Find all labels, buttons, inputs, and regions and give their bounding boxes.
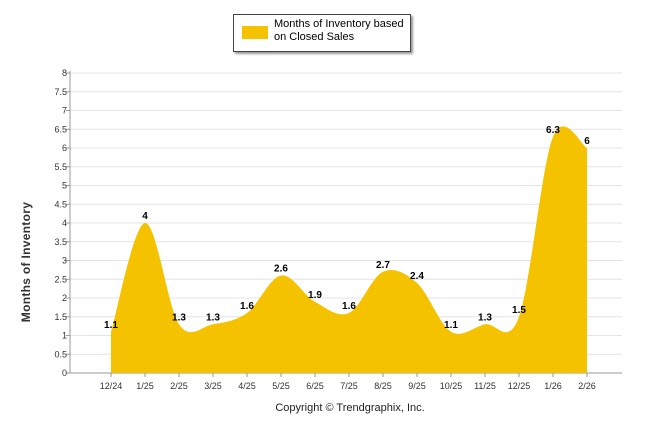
y-tick-label: 4 (62, 218, 67, 228)
x-tick-label: 12/25 (508, 381, 531, 391)
data-label: 1.5 (512, 305, 526, 316)
y-tick-label: 6.5 (54, 124, 67, 134)
y-tick-label: 3 (62, 256, 67, 266)
y-tick-label: 7.5 (54, 87, 67, 97)
x-tick-label: 5/25 (272, 381, 290, 391)
x-tick-label: 10/25 (440, 381, 463, 391)
legend-swatch (242, 26, 268, 39)
data-label: 1.3 (172, 312, 186, 323)
data-label: 1.3 (206, 312, 220, 323)
y-tick-label: 3.5 (54, 237, 67, 247)
legend: Months of Inventory based on Closed Sale… (233, 14, 411, 52)
data-label: 1.6 (240, 301, 254, 312)
y-tick-label: 5 (62, 181, 67, 191)
x-tick-label: 12/24 (100, 381, 123, 391)
data-label: 1.3 (478, 312, 492, 323)
area-series (111, 126, 587, 373)
data-label: 4 (142, 211, 148, 222)
y-tick-label: 0 (62, 368, 67, 378)
x-tick-label: 8/25 (374, 381, 392, 391)
copyright-footer: Copyright © Trendgraphix, Inc. (0, 402, 646, 414)
x-tick-label: 1/26 (544, 381, 562, 391)
data-label: 2.7 (376, 260, 390, 271)
data-label: 2.4 (410, 271, 424, 282)
y-tick-label: 4.5 (54, 199, 67, 209)
data-label: 1.6 (342, 301, 356, 312)
x-tick-label: 1/25 (136, 381, 154, 391)
x-tick-label: 2/26 (578, 381, 596, 391)
x-tick-label: 3/25 (204, 381, 222, 391)
data-label: 1.1 (444, 320, 458, 331)
y-tick-label: 5.5 (54, 162, 67, 172)
y-tick-label: 6 (62, 143, 67, 153)
x-tick-label: 4/25 (238, 381, 256, 391)
data-label: 1.9 (308, 290, 322, 301)
legend-label: Months of Inventory based on Closed Sale… (274, 18, 406, 44)
x-tick-label: 6/25 (306, 381, 324, 391)
x-tick-label: 9/25 (408, 381, 426, 391)
data-label: 1.1 (104, 320, 118, 331)
x-tick-label: 11/25 (474, 381, 496, 391)
y-tick-label: 1 (62, 331, 67, 341)
x-tick-label: 7/25 (340, 381, 358, 391)
y-tick-label: 2.5 (54, 274, 67, 284)
y-tick-label: 0.5 (54, 349, 67, 359)
y-tick-label: 7 (62, 106, 67, 116)
y-tick-label: 1.5 (54, 312, 67, 322)
y-axis-label: Months of Inventory (19, 152, 33, 372)
x-tick-label: 2/25 (170, 381, 188, 391)
data-label: 6.3 (546, 125, 560, 136)
y-tick-label: 8 (62, 68, 67, 78)
data-label: 6 (584, 136, 590, 147)
y-tick-label: 2 (62, 293, 67, 303)
data-label: 2.6 (274, 264, 288, 275)
